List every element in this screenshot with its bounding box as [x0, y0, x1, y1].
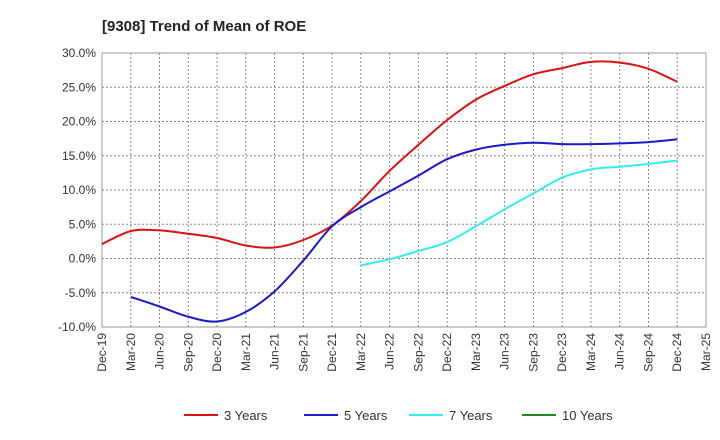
legend-label-7-years: 7 Years [449, 408, 493, 423]
x-tick-label: Sep-20 [181, 333, 195, 372]
y-tick-label: 0.0% [69, 252, 97, 266]
y-tick-label: 10.0% [62, 183, 96, 197]
x-tick-label: Mar-23 [469, 333, 483, 371]
legend-label-3-years: 3 Years [224, 408, 268, 423]
x-tick-label: Sep-21 [296, 333, 310, 372]
y-tick-label: -5.0% [65, 286, 97, 300]
x-tick-label: Dec-19 [95, 333, 109, 372]
x-tick-label: Sep-22 [411, 333, 425, 372]
y-tick-label: 15.0% [62, 149, 96, 163]
x-tick-label: Dec-23 [555, 333, 569, 372]
grid-lines [102, 53, 706, 327]
x-axis: Dec-19 Mar-20 Jun-20 Sep-20 Dec-20 Mar-21 Jun-… [95, 333, 713, 372]
y-tick-label: 20.0% [62, 115, 96, 129]
x-tick-label: Mar-24 [584, 333, 598, 371]
legend-label-10-years: 10 Years [562, 408, 613, 423]
series-line-7-years [360, 159, 678, 267]
series-line-3-years [101, 60, 678, 249]
series-lines [101, 60, 678, 323]
x-tick-label: Jun-23 [498, 333, 512, 370]
x-tick-label: Mar-20 [124, 333, 138, 371]
x-tick-label: Dec-24 [670, 333, 684, 372]
x-tick-label: Jun-22 [383, 333, 397, 370]
y-axis: 30.0% 25.0% 20.0% 15.0% 10.0% 5.0% 0.0% -5.0% -1… [58, 46, 96, 334]
x-tick-label: Mar-21 [239, 333, 253, 371]
y-tick-label: 25.0% [62, 80, 96, 94]
legend-label-5-years: 5 Years [344, 408, 388, 423]
x-tick-label: Mar-22 [354, 333, 368, 371]
x-tick-label: Sep-23 [526, 333, 540, 372]
y-tick-label: -10.0% [58, 320, 96, 334]
x-tick-label: Dec-20 [210, 333, 224, 372]
x-tick-label: Dec-22 [440, 333, 454, 372]
y-tick-label: 30.0% [62, 46, 96, 60]
series-line-5-years [130, 138, 678, 323]
x-tick-label: Jun-20 [153, 333, 167, 370]
y-tick-label: 5.0% [69, 217, 97, 231]
x-tick-label: Jun-21 [268, 333, 282, 370]
x-tick-label: Dec-21 [325, 333, 339, 372]
x-tick-label: Sep-24 [641, 333, 655, 372]
chart-title: [9308] Trend of Mean of ROE [102, 18, 306, 35]
legend: 3 Years 5 Years 7 Years 10 Years [184, 408, 613, 423]
x-tick-label: Mar-25 [699, 333, 713, 371]
x-tick-label: Jun-24 [613, 333, 627, 370]
